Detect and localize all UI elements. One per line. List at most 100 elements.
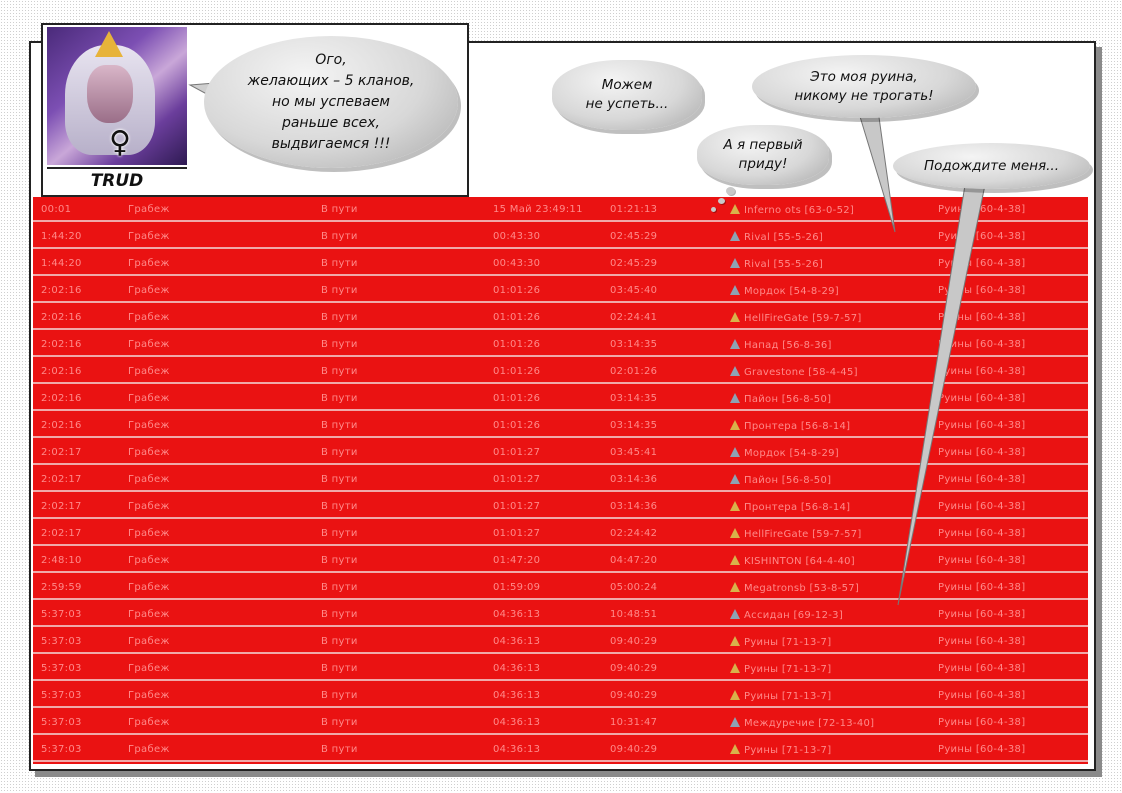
thought-bubble-2: А я первый приду!	[697, 125, 829, 185]
row-origin[interactable]: Руины [71-13-7]	[730, 744, 831, 756]
row-start-time: 04:36:13	[493, 717, 541, 728]
row-target[interactable]: Руины [60-4-38]	[938, 717, 1026, 728]
grey-castle-icon	[730, 258, 740, 268]
grey-castle-icon	[730, 285, 740, 295]
row-target[interactable]: Руины [60-4-38]	[938, 258, 1026, 269]
row-start-time: 01:01:26	[493, 312, 541, 323]
row-origin[interactable]: Inferno ots [63-0-52]	[730, 204, 854, 216]
row-origin[interactable]: Руины [71-13-7]	[730, 690, 831, 702]
row-origin[interactable]: Ассидан [69-12-3]	[730, 609, 843, 621]
row-start-time: 01:01:26	[493, 420, 541, 431]
row-origin[interactable]: Gravestone [58-4-45]	[730, 366, 858, 378]
bubble-line: выдвигаемся !!!	[271, 135, 391, 152]
row-origin-label: Руины [71-13-7]	[744, 664, 832, 675]
row-start-time: 01:01:27	[493, 501, 541, 512]
row-time-left: 2:59:59	[41, 582, 82, 593]
row-origin[interactable]: Мордок [54-8-29]	[730, 285, 839, 297]
row-target[interactable]: Руины [60-4-38]	[938, 420, 1026, 431]
row-arrival-time: 03:45:41	[610, 447, 658, 458]
row-origin[interactable]: Megatronsb [53-8-57]	[730, 582, 859, 594]
row-target[interactable]: Руины [60-4-38]	[938, 636, 1026, 647]
row-start-time: 01:01:26	[493, 285, 541, 296]
row-target[interactable]: Руины [60-4-38]	[938, 690, 1026, 701]
row-status: В пути	[321, 258, 358, 269]
row-status: В пути	[321, 609, 358, 620]
row-origin[interactable]: Rival [55-5-26]	[730, 231, 823, 243]
row-target[interactable]: Руины [60-4-38]	[938, 204, 1026, 215]
row-target[interactable]: Руины [60-4-38]	[938, 528, 1026, 539]
row-target[interactable]: Руины [60-4-38]	[938, 366, 1026, 377]
row-arrival-time: 04:47:20	[610, 555, 658, 566]
row-origin[interactable]: HellFireGate [59-7-57]	[730, 528, 862, 540]
row-time-left: 2:02:17	[41, 474, 82, 485]
row-arrival-time: 02:45:29	[610, 258, 658, 269]
bubble-line: не успеть...	[585, 96, 669, 112]
row-target[interactable]: Руины [60-4-38]	[938, 447, 1026, 458]
row-arrival-time: 03:14:36	[610, 501, 658, 512]
row-target[interactable]: Руины [60-4-38]	[938, 393, 1026, 404]
row-target[interactable]: Руины [60-4-38]	[938, 285, 1026, 296]
row-origin[interactable]: Пайон [56-8-50]	[730, 393, 831, 405]
row-status: В пути	[321, 231, 358, 242]
row-attack-type: Грабеж	[128, 204, 170, 215]
row-origin[interactable]: Междуречие [72-13-40]	[730, 717, 874, 729]
portrait-crown	[95, 31, 123, 57]
row-attack-type: Грабеж	[128, 690, 170, 701]
row-origin[interactable]: Пайон [56-8-50]	[730, 474, 831, 486]
grey-castle-icon	[730, 393, 740, 403]
row-status: В пути	[321, 393, 358, 404]
row-target[interactable]: Руины [60-4-38]	[938, 474, 1026, 485]
row-arrival-time: 03:14:35	[610, 420, 658, 431]
row-attack-type: Грабеж	[128, 663, 170, 674]
row-attack-type: Грабеж	[128, 501, 170, 512]
row-start-time: 01:01:26	[493, 393, 541, 404]
row-target[interactable]: Руины [60-4-38]	[938, 582, 1026, 593]
row-origin[interactable]: Пронтера [56-8-14]	[730, 420, 850, 432]
bubble-line: приду!	[738, 156, 788, 172]
thought-bubble-1: Можем не успеть...	[552, 60, 702, 130]
row-target[interactable]: Руины [60-4-38]	[938, 312, 1026, 323]
row-origin[interactable]: Руины [71-13-7]	[730, 663, 831, 675]
row-attack-type: Грабеж	[128, 528, 170, 539]
row-arrival-time: 01:21:13	[610, 204, 658, 215]
row-origin[interactable]: Руины [71-13-7]	[730, 636, 831, 648]
gold-castle-icon	[730, 501, 740, 511]
row-time-left: 2:02:16	[41, 420, 82, 431]
row-arrival-time: 05:00:24	[610, 582, 658, 593]
row-origin-label: Rival [55-5-26]	[744, 259, 824, 270]
row-time-left: 2:02:17	[41, 447, 82, 458]
row-arrival-time: 10:31:47	[610, 717, 658, 728]
row-time-left: 1:44:20	[41, 258, 82, 269]
row-start-time: 00:43:30	[493, 231, 541, 242]
row-target[interactable]: Руины [60-4-38]	[938, 663, 1026, 674]
row-start-time: 01:01:26	[493, 366, 541, 377]
table-row: 2:02:16 Грабеж В пути 01:01:26 03:45:40 Мордо…	[33, 278, 1088, 303]
row-origin[interactable]: Напад [56-8-36]	[730, 339, 832, 351]
row-target[interactable]: Руины [60-4-38]	[938, 501, 1026, 512]
row-arrival-time: 09:40:29	[610, 663, 658, 674]
bubble-line: никому не трогать!	[794, 87, 934, 104]
row-time-left: 5:37:03	[41, 717, 82, 728]
row-origin-label: Руины [71-13-7]	[744, 745, 832, 756]
row-attack-type: Грабеж	[128, 447, 170, 458]
row-time-left: 2:02:17	[41, 528, 82, 539]
row-origin[interactable]: Мордок [54-8-29]	[730, 447, 839, 459]
row-target[interactable]: Руины [60-4-38]	[938, 744, 1026, 755]
row-origin[interactable]: KISHINTON [64-4-40]	[730, 555, 855, 567]
gold-castle-icon	[730, 690, 740, 700]
row-target[interactable]: Руины [60-4-38]	[938, 609, 1026, 620]
row-origin-label: Gravestone [58-4-45]	[744, 367, 858, 378]
row-origin-label: Rival [55-5-26]	[744, 232, 824, 243]
row-arrival-time: 09:40:29	[610, 690, 658, 701]
gold-castle-icon	[730, 744, 740, 754]
row-origin[interactable]: Пронтера [56-8-14]	[730, 501, 850, 513]
row-origin[interactable]: Rival [55-5-26]	[730, 258, 823, 270]
row-status: В пути	[321, 501, 358, 512]
row-target[interactable]: Руины [60-4-38]	[938, 231, 1026, 242]
row-origin[interactable]: HellFireGate [59-7-57]	[730, 312, 862, 324]
row-start-time: 01:01:26	[493, 339, 541, 350]
bubble-line: раньше всех,	[281, 114, 381, 131]
row-origin-label: Напад [56-8-36]	[744, 340, 832, 351]
row-target[interactable]: Руины [60-4-38]	[938, 339, 1026, 350]
row-target[interactable]: Руины [60-4-38]	[938, 555, 1026, 566]
